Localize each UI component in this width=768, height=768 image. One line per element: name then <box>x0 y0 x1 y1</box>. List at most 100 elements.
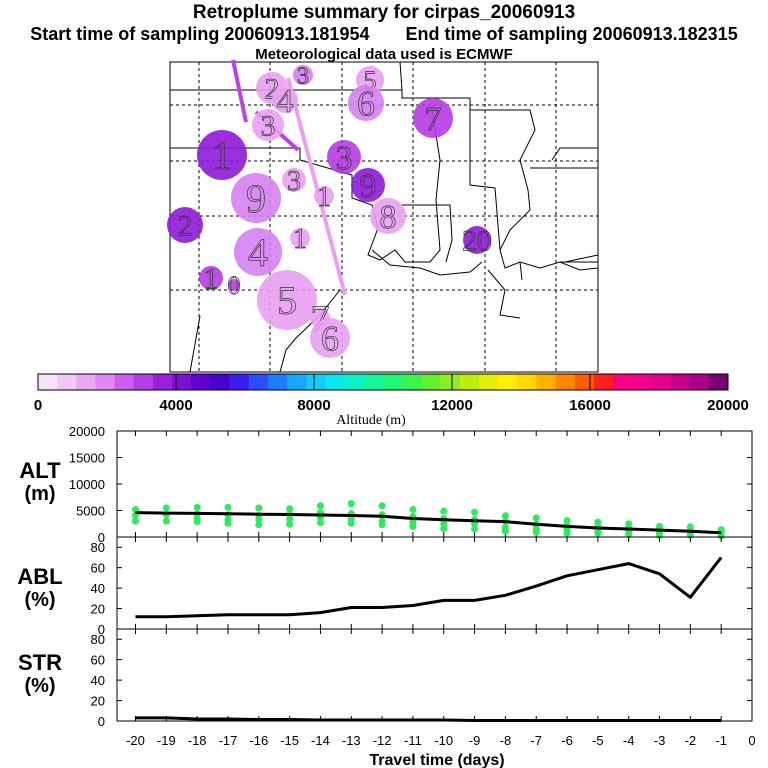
plume-streak <box>286 77 347 296</box>
panel-unit: (m) <box>24 483 55 505</box>
x-axis: Travel time (days) -20 -19 -18 -17 -16 -15 -14… <box>126 733 756 768</box>
x-tick-label: -7 <box>530 733 542 748</box>
panel-frame <box>116 430 753 538</box>
x-tick-label: -13 <box>342 733 361 748</box>
scatter-point <box>563 517 571 525</box>
plume-marker-label: 1 <box>317 182 331 213</box>
sampling-times: Start time of sampling 20060913.181954 E… <box>0 24 768 45</box>
x-tick-label: -16 <box>249 733 268 748</box>
colorbar-cell <box>708 374 729 390</box>
plume-marker-circle <box>252 109 284 141</box>
colorbar-cell <box>76 374 96 390</box>
chart-title: Retroplume summary for cirpas_20060913 <box>192 2 576 23</box>
colorbar-cell <box>613 374 633 390</box>
scatter-point <box>501 512 509 520</box>
x-tick-label: -11 <box>404 733 422 748</box>
colorbar-cell <box>498 374 518 390</box>
colorbar-tick-label: 12000 <box>431 397 473 414</box>
plume-marker-circle <box>167 207 203 243</box>
colorbar-cell <box>38 374 58 390</box>
scatter-point <box>378 502 386 510</box>
plume-marker-circle <box>310 318 350 358</box>
plume-marker-label: 1 <box>204 263 219 296</box>
y-tick-label: 80 <box>91 632 105 647</box>
scatter-point <box>162 504 170 512</box>
colorbar-cell <box>229 374 250 390</box>
colorbar-frame <box>37 373 729 391</box>
colorbar-cell <box>402 374 422 390</box>
x-tick-label: -3 <box>654 733 666 748</box>
colorbar-cell <box>153 374 173 390</box>
scatter-point <box>501 523 509 531</box>
scatter-point <box>409 505 417 513</box>
plume-marker-label: 3 <box>261 110 276 143</box>
x-tick-label: -19 <box>157 733 176 748</box>
plume-marker-label: 6 <box>321 319 339 359</box>
plume-marker-label: 7 <box>425 101 442 138</box>
colorbar-cell <box>287 374 307 390</box>
plume-marker-label: 4 <box>248 230 268 275</box>
end-time-value: 20060913.182315 <box>592 24 738 44</box>
plume-marker-label: 3 <box>297 63 309 89</box>
panel-unit: (%) <box>24 589 55 611</box>
plume-marker-label: 3 <box>287 166 301 197</box>
y-tick-label: 10000 <box>69 477 105 492</box>
colorbar-cell <box>517 374 537 390</box>
colorbar-cell <box>383 374 403 390</box>
series-line <box>135 716 722 722</box>
y-tick-label: 60 <box>91 653 105 668</box>
plume-marker-label: 4 <box>277 83 294 120</box>
time-series-panels: ALT(m)05000100001500020000ABL(%)02040608… <box>17 424 753 729</box>
colorbar-cell <box>459 374 480 390</box>
y-tick-label: 80 <box>91 540 105 555</box>
panel-str: STR(%) 0 20 40 60 80 <box>18 628 753 729</box>
panel-frame <box>116 628 753 722</box>
colorbar-cell <box>114 374 135 390</box>
plume-marker-label: 1 <box>293 224 307 255</box>
series-line <box>135 511 722 535</box>
panel-abl: ABL(%) 0 20 40 60 80 <box>17 536 753 637</box>
y-tick-label: 0 <box>98 622 105 637</box>
y-tick-label: 40 <box>91 581 105 596</box>
plume-marker-circle <box>290 228 310 248</box>
plume-marker-circle <box>463 226 491 254</box>
colorbar-cell <box>632 374 652 390</box>
x-tick-label: -17 <box>219 733 238 748</box>
colorbar-title: Altitude (m) <box>336 413 406 428</box>
scatter-point <box>656 522 664 530</box>
colorbar-cell <box>306 374 326 390</box>
colorbar-cell <box>593 374 614 390</box>
scatter-point <box>686 523 694 531</box>
y-tick-label: 20 <box>91 602 105 617</box>
plume-marker-label: 0 <box>228 271 241 300</box>
colorbar-cell <box>363 374 384 390</box>
colorbar-cell <box>57 374 77 390</box>
plume-marker-circle <box>272 87 298 113</box>
colorbar: 0 4000 8000 12000 16000 20000 Altitude (m) <box>34 373 749 428</box>
colorbar-cell <box>670 374 690 390</box>
scatter-point <box>440 507 448 515</box>
colorbar-ticks: 0 4000 8000 12000 16000 20000 <box>34 374 749 414</box>
y-tick-label: 0 <box>98 714 105 729</box>
y-tick-label: 5000 <box>76 504 105 519</box>
met-data-note: Meteorological data used is ECMWF <box>255 46 513 63</box>
colorbar-cell <box>651 374 671 390</box>
colorbar-tick-label: 0 <box>34 397 42 414</box>
plume-marker-label: 9 <box>246 176 266 221</box>
x-tick-label: -5 <box>592 733 604 748</box>
x-tick-label: -18 <box>188 733 207 748</box>
scatter-point <box>532 514 540 522</box>
scatter-point <box>409 518 417 526</box>
panel-label: ABL <box>17 564 62 589</box>
plume-marker-circle <box>257 270 317 330</box>
x-tick-label: -12 <box>373 733 392 748</box>
panel-alt: ALT(m) 0 5000 10000 15000 20000 <box>19 424 753 545</box>
plume-marker-circle <box>293 65 313 85</box>
scatter-point <box>594 518 602 526</box>
colorbar-cells <box>38 374 729 390</box>
panel-label: STR <box>18 650 62 675</box>
colorbar-cell <box>191 374 211 390</box>
x-tick-label: -9 <box>469 733 481 748</box>
